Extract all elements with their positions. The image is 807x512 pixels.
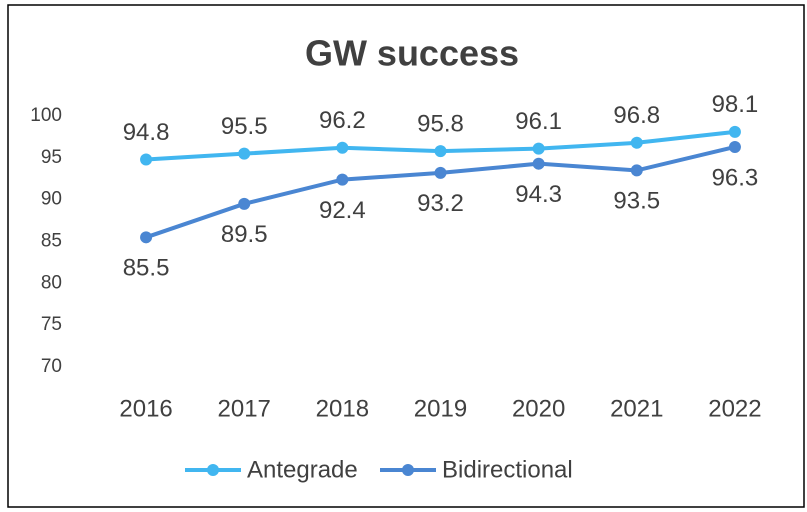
point bbox=[238, 147, 251, 160]
data-label: 85.5 bbox=[123, 255, 170, 282]
x-tick-label: 2018 bbox=[316, 395, 369, 422]
data-label: 89.5 bbox=[221, 221, 268, 248]
point bbox=[630, 164, 643, 177]
y-tick-label: 80 bbox=[41, 272, 62, 293]
data-label: 95.8 bbox=[417, 110, 464, 137]
legend-marker bbox=[207, 464, 219, 476]
legend-marker bbox=[402, 464, 414, 476]
x-tick-label: 2022 bbox=[708, 395, 761, 422]
x-tick-label: 2021 bbox=[610, 395, 663, 422]
data-label: 92.4 bbox=[319, 197, 366, 224]
point bbox=[434, 145, 447, 158]
data-label: 98.1 bbox=[712, 91, 759, 118]
data-label: 94.8 bbox=[123, 119, 170, 146]
y-tick-label: 90 bbox=[41, 189, 62, 210]
point bbox=[336, 141, 349, 154]
chart-border bbox=[7, 4, 805, 508]
point bbox=[532, 142, 545, 155]
point bbox=[532, 157, 545, 170]
y-tick-label: 85 bbox=[41, 231, 62, 252]
data-label: 96.8 bbox=[613, 102, 660, 129]
point bbox=[728, 140, 741, 153]
data-label: 94.3 bbox=[515, 181, 562, 208]
x-tick-label: 2017 bbox=[218, 395, 271, 422]
y-tick-label: 70 bbox=[41, 356, 62, 377]
data-label: 96.1 bbox=[515, 108, 562, 135]
y-tick-label: 95 bbox=[41, 147, 62, 168]
chart-title: GW success bbox=[305, 33, 519, 74]
data-label: 93.2 bbox=[417, 190, 464, 217]
point bbox=[140, 153, 153, 166]
x-tick-label: 2016 bbox=[119, 395, 172, 422]
point bbox=[238, 197, 251, 210]
data-label: 96.3 bbox=[712, 164, 759, 191]
x-tick-label: 2020 bbox=[512, 395, 565, 422]
point bbox=[140, 231, 153, 244]
legend-label: Bidirectional bbox=[442, 456, 573, 483]
y-tick-label: 100 bbox=[30, 105, 62, 126]
data-label: 96.2 bbox=[319, 107, 366, 134]
data-label: 93.5 bbox=[613, 188, 660, 215]
data-label: 95.5 bbox=[221, 113, 268, 140]
point bbox=[434, 166, 447, 179]
x-tick-label: 2019 bbox=[414, 395, 467, 422]
legend-label: Antegrade bbox=[247, 456, 358, 483]
y-tick-label: 75 bbox=[41, 314, 62, 335]
point bbox=[336, 173, 349, 186]
point bbox=[728, 125, 741, 138]
point bbox=[630, 136, 643, 149]
